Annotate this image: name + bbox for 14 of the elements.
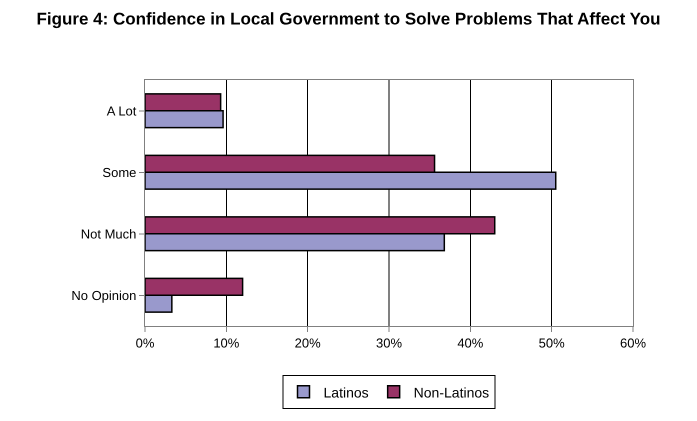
x-tick-label: 10%	[213, 336, 240, 351]
x-tick-label: 20%	[294, 336, 322, 351]
chart-title: Figure 4: Confidence in Local Government to Solve Problems That Affect You	[36, 10, 661, 29]
x-tick-label: 50%	[538, 336, 566, 351]
x-tick-label: 0%	[136, 336, 155, 351]
x-tick-label: 60%	[620, 336, 646, 351]
y-tick-label: No Opinion	[71, 288, 136, 303]
y-tick-label: Some	[102, 164, 136, 180]
y-tick-label: Not Much	[80, 226, 136, 242]
x-tick-label: 30%	[376, 336, 402, 351]
legend-label: Latinos	[324, 384, 369, 400]
y-tick-label: A Lot	[106, 103, 137, 118]
legend-label: Non-Latinos	[414, 384, 490, 400]
x-tick-label: 40%	[457, 336, 484, 351]
